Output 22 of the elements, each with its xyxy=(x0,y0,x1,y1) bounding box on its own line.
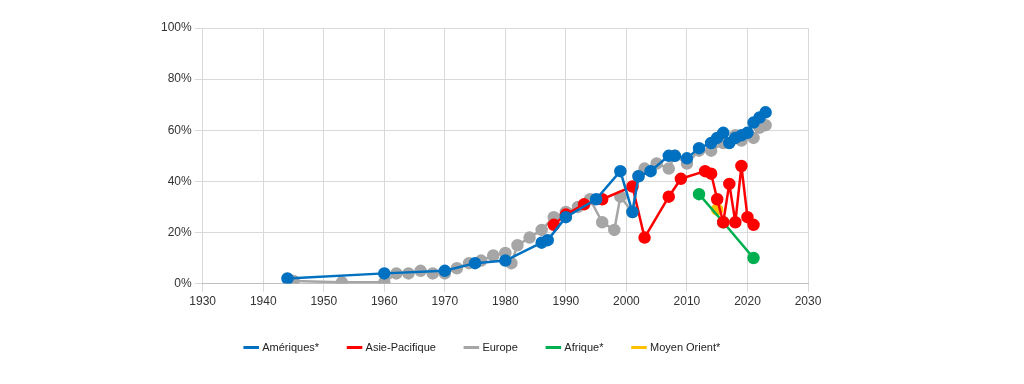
x-tick-label: 2020 xyxy=(734,294,762,309)
legend-label: Europe xyxy=(482,340,518,353)
x-tick-label: 1990 xyxy=(552,294,580,309)
x-tick-label: 1960 xyxy=(370,294,398,309)
y-tick-label: 0% xyxy=(174,275,193,290)
y-tick-label: 20% xyxy=(167,224,193,239)
x-tick-label: 2010 xyxy=(673,294,701,309)
x-tick-label: 1970 xyxy=(431,294,459,309)
legend-label: Asie-Pacifique xyxy=(365,340,436,353)
legend-label: Afrique* xyxy=(564,340,605,353)
y-tick-label: 40% xyxy=(167,173,193,188)
legend-label: Amériques* xyxy=(262,340,320,353)
x-tick-label: 1930 xyxy=(189,294,217,309)
x-tick-label: 2030 xyxy=(794,294,822,309)
x-tick-label: 2000 xyxy=(613,294,641,309)
x-tick-label: 1980 xyxy=(491,294,520,309)
x-tick-label: 1950 xyxy=(310,294,338,309)
y-tick-label: 80% xyxy=(167,71,193,86)
y-tick-label: 60% xyxy=(167,122,193,137)
x-tick-label: 1940 xyxy=(249,294,277,309)
y-tick-label: 100% xyxy=(160,20,193,35)
legend-label: Moyen Orient* xyxy=(649,340,722,353)
